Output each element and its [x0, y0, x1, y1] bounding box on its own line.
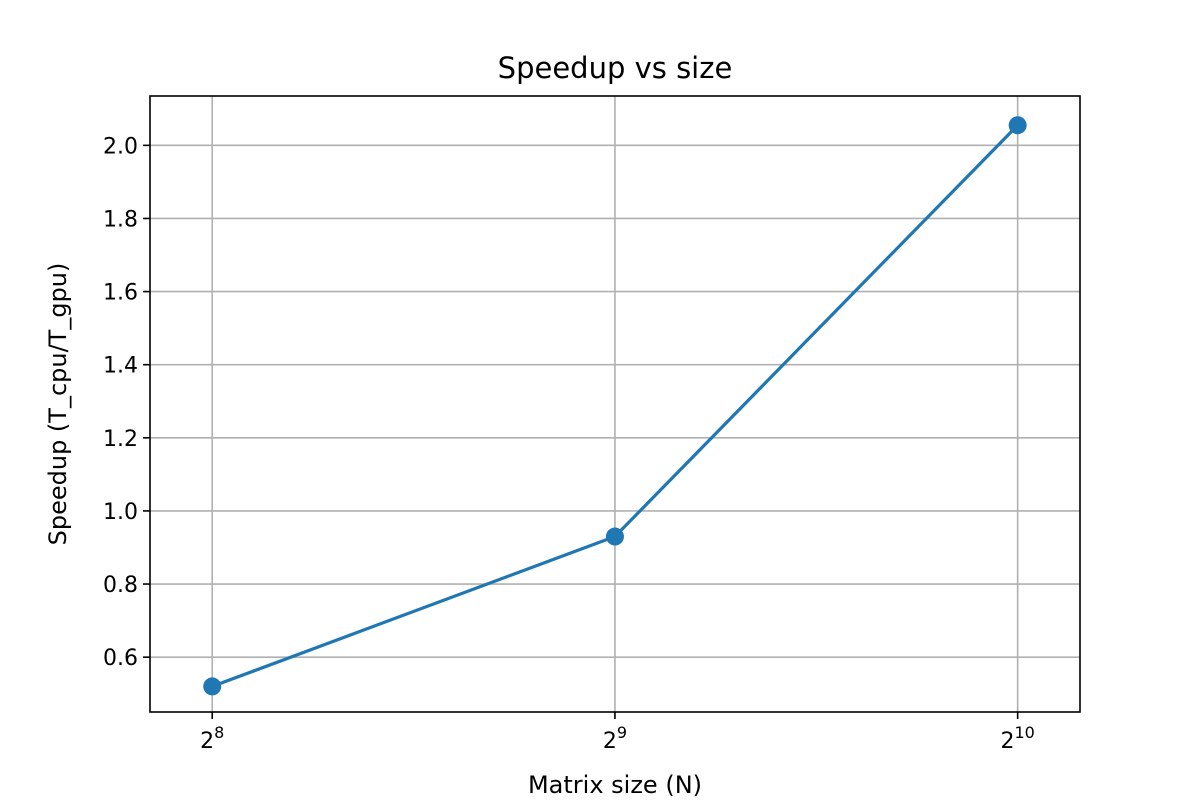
series-layer — [203, 116, 1027, 696]
y-tick-label: 2.0 — [103, 134, 138, 159]
x-tick-label-base: 2 — [603, 729, 617, 754]
y-tick-label: 1.2 — [103, 427, 138, 452]
x-tick-label: 28 — [200, 723, 224, 754]
data-point — [203, 677, 222, 696]
y-tick-label: 1.6 — [103, 281, 138, 306]
y-tick-label: 1.8 — [103, 207, 138, 232]
y-tick-label: 1.0 — [103, 500, 138, 525]
chart-title: Speedup vs size — [498, 51, 733, 85]
x-tick-label-base: 2 — [1000, 729, 1014, 754]
x-tick-label-exponent: 9 — [617, 723, 627, 742]
x-tick-label-exponent: 8 — [214, 723, 224, 742]
x-tick-label: 29 — [603, 723, 627, 754]
y-tick-label: 0.8 — [103, 573, 138, 598]
y-tick-label: 1.4 — [103, 354, 138, 379]
y-tick-label: 0.6 — [103, 646, 138, 671]
x-tick-label-base: 2 — [200, 729, 214, 754]
y-axis-label: Speedup (T_cpu/T_gpu) — [44, 263, 72, 546]
x-axis-label: Matrix size (N) — [528, 771, 702, 799]
data-point — [1008, 116, 1027, 135]
data-point — [605, 527, 624, 546]
x-tick-label: 210 — [1000, 723, 1034, 754]
x-tick-label-exponent: 10 — [1014, 723, 1034, 742]
